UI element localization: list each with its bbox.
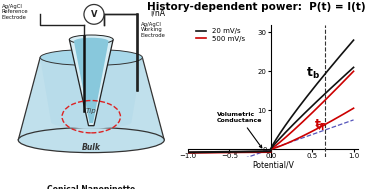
Polygon shape — [40, 57, 142, 122]
X-axis label: Potential/V: Potential/V — [252, 161, 294, 170]
Polygon shape — [69, 40, 113, 126]
Text: Volumetric
Conductance: Volumetric Conductance — [217, 112, 262, 148]
Ellipse shape — [51, 116, 131, 128]
Circle shape — [84, 5, 104, 24]
Text: History-dependent power:  P(t) = I(t)*V(t): History-dependent power: P(t) = I(t)*V(t… — [147, 2, 365, 12]
Text: Bulk: Bulk — [82, 143, 101, 152]
Polygon shape — [74, 41, 109, 123]
Text: Conical Nanopipette
Under Salinity Gradient: Conical Nanopipette Under Salinity Gradi… — [40, 185, 142, 189]
Text: Ag/AgCl
Working
Electrode: Ag/AgCl Working Electrode — [141, 22, 165, 38]
Ellipse shape — [40, 49, 142, 66]
Text: V: V — [91, 10, 97, 19]
Legend: 20 mV/s, 500 mV/s: 20 mV/s, 500 mV/s — [193, 25, 248, 44]
Text: Tip: Tip — [86, 108, 97, 114]
Text: $\mathbf{t_b}$: $\mathbf{t_b}$ — [307, 66, 320, 81]
Y-axis label: i/nA: i/nA — [150, 9, 165, 18]
Ellipse shape — [74, 38, 109, 45]
Text: $\mathbf{t_f}$: $\mathbf{t_f}$ — [314, 118, 326, 133]
Ellipse shape — [69, 35, 113, 44]
Text: Ag/AgCl
Reference
Electrode: Ag/AgCl Reference Electrode — [2, 4, 28, 20]
Ellipse shape — [18, 127, 164, 153]
Polygon shape — [18, 57, 164, 140]
